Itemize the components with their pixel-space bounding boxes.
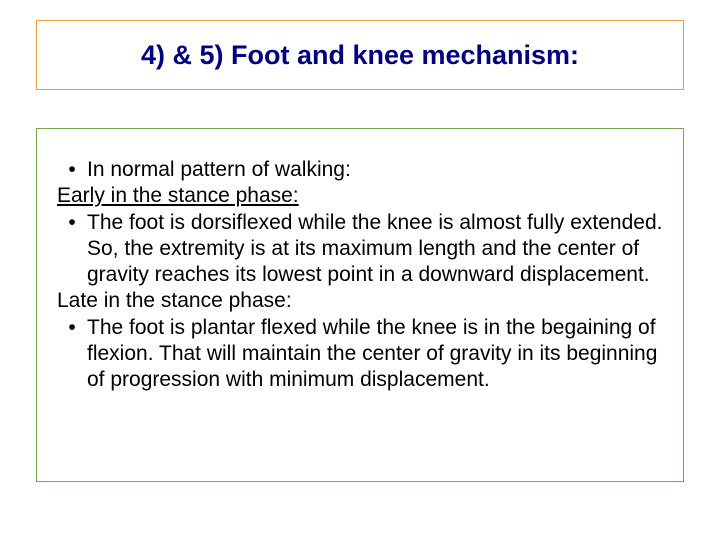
bullet-text: The foot is dorsiflexed while the knee i…	[87, 210, 663, 289]
content-box: • In normal pattern of walking: Early in…	[36, 128, 684, 482]
bullet-dot: •	[57, 315, 87, 394]
bullet-text: In normal pattern of walking:	[87, 157, 663, 183]
bullet-item: • The foot is plantar flexed while the k…	[57, 315, 663, 394]
bullet-item: • In normal pattern of walking:	[57, 157, 663, 183]
bullet-text: The foot is plantar flexed while the kne…	[87, 315, 663, 394]
bullet-dot: •	[57, 157, 87, 183]
slide-title: 4) & 5) Foot and knee mechanism:	[141, 40, 579, 71]
title-box: 4) & 5) Foot and knee mechanism:	[36, 20, 684, 90]
bullet-dot: •	[57, 210, 87, 289]
early-stance-label: Early in the stance phase:	[57, 183, 663, 209]
late-stance-label: Late in the stance phase:	[57, 288, 663, 314]
bullet-item: • The foot is dorsiflexed while the knee…	[57, 210, 663, 289]
